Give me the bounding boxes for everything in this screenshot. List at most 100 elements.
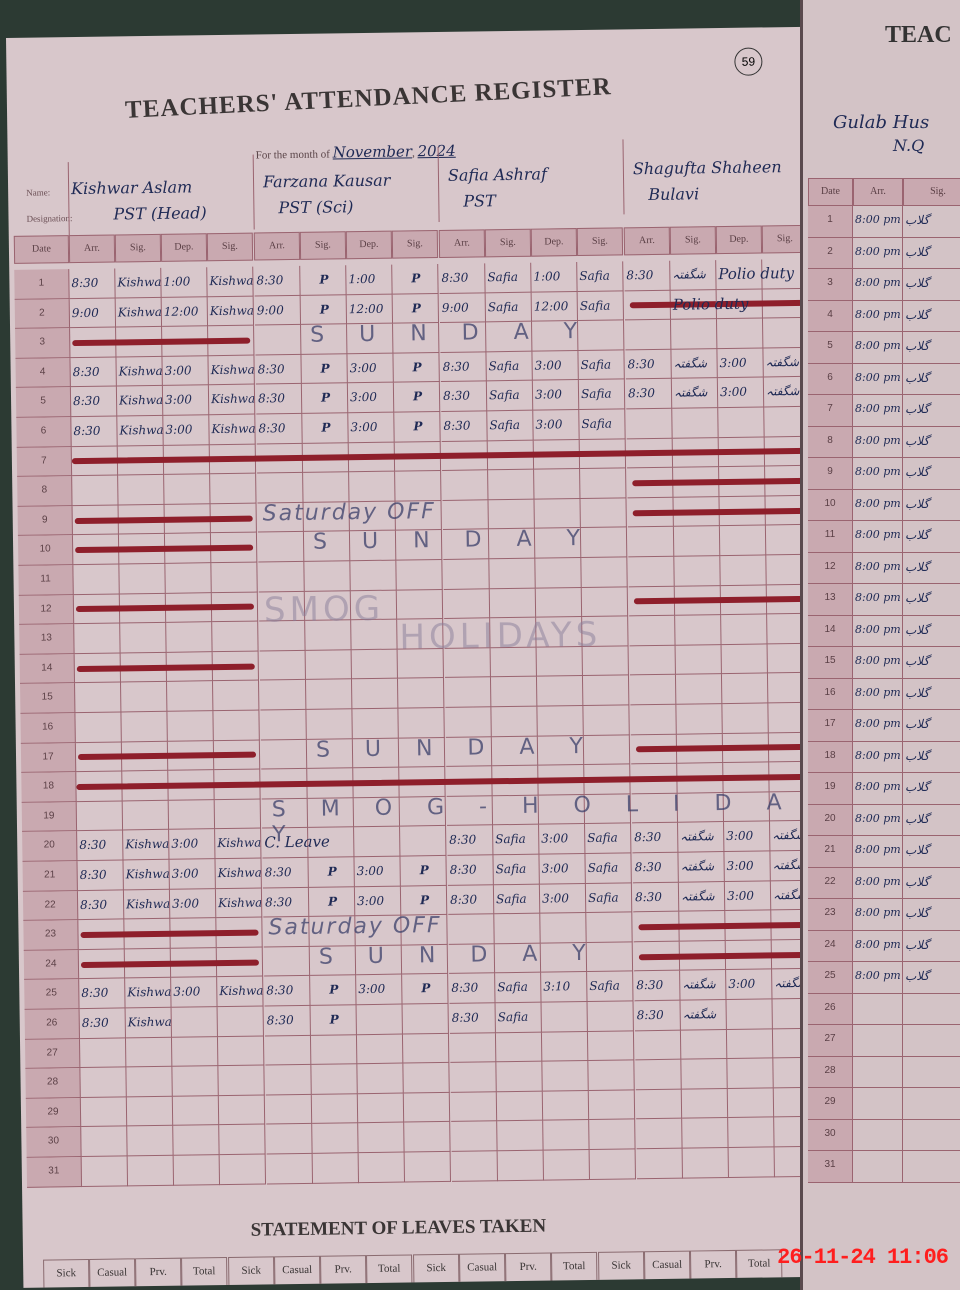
right-signature-cell: گلاب <box>903 521 960 553</box>
attendance-cell: Kishwar <box>207 296 255 327</box>
attendance-cell <box>351 678 399 710</box>
right-date-cell: 25 <box>808 962 853 994</box>
right-arrival-cell: 8:00 pm <box>853 615 903 647</box>
attendance-cell: Safia <box>578 350 625 381</box>
attendance-cell: Safia <box>495 973 542 1004</box>
attendance-cell: Kishwar <box>123 830 170 861</box>
attendance-cell <box>213 710 260 741</box>
attendance-cell <box>674 556 721 587</box>
right-signature-cell: گلاب <box>903 458 960 490</box>
teacher-block-divider <box>67 162 70 238</box>
annotation-text: S M O G - H O L I D A Y <box>271 789 796 848</box>
right-date-cell: 5 <box>808 332 853 364</box>
attendance-cell <box>211 562 258 593</box>
attendance-cell <box>404 1122 451 1153</box>
attendance-cell <box>716 318 764 349</box>
attendance-cell <box>540 913 587 944</box>
attendance-cell <box>722 703 769 734</box>
right-date-cell: 26 <box>808 993 853 1025</box>
attendance-cell <box>444 677 492 708</box>
right-arrival-cell: 8:00 pm <box>853 521 903 553</box>
attendance-cell <box>210 473 257 504</box>
attendance-cell: 8:30 <box>70 386 118 418</box>
attendance-cell: 12:00 <box>161 296 209 328</box>
attendance-cell <box>171 1036 219 1067</box>
attendance-cell <box>172 1095 220 1127</box>
leave-column-header: Casual <box>89 1258 136 1288</box>
column-header: Dep. <box>715 225 763 255</box>
attendance-cell: 3:00 <box>532 380 580 411</box>
attendance-cell <box>489 558 536 589</box>
attendance-cell <box>630 704 677 735</box>
attendance-cell <box>629 615 676 647</box>
attendance-cell <box>720 555 767 586</box>
column-header: Arr. <box>68 234 116 264</box>
attendance-cell: P <box>308 857 355 888</box>
attendance-cell <box>80 1097 128 1128</box>
attendance-cell: 9:00 <box>254 295 302 326</box>
right-date-cell: 27 <box>808 1025 853 1057</box>
attendance-cell <box>445 707 492 738</box>
attendance-cell <box>357 1093 405 1124</box>
attendance-cell: شگفتہ <box>680 970 727 1001</box>
attendance-cell <box>218 1095 266 1126</box>
right-signature-cell: گلاب <box>903 773 960 805</box>
right-arrival-cell <box>853 1088 903 1120</box>
right-signature-cell: گلاب <box>903 616 960 647</box>
attendance-cell: 8:30 <box>440 352 487 383</box>
attendance-cell <box>580 498 627 529</box>
attendance-cell <box>403 1063 450 1094</box>
attendance-cell <box>727 1088 775 1119</box>
column-header: Sig. <box>206 232 254 262</box>
right-signature-cell: گلاب <box>903 427 960 458</box>
annotation-text: Saturday OFF <box>268 913 442 941</box>
attendance-cell: 8:30 <box>625 349 672 380</box>
date-cell: 21 <box>22 861 78 892</box>
attendance-cell <box>581 586 629 618</box>
attendance-cell: 3:00 <box>532 350 579 382</box>
attendance-cell: Safia <box>578 379 626 411</box>
date-cell: 28 <box>25 1068 81 1099</box>
attendance-cell: 3:00 <box>354 856 401 887</box>
attendance-cell: Safia <box>486 381 534 412</box>
date-cell: 23 <box>23 920 79 951</box>
attendance-cell <box>219 1124 266 1156</box>
right-signature-cell: گلاب <box>903 332 960 364</box>
teacher-block-divider <box>252 154 255 230</box>
attendance-cell: 8:30 <box>449 1003 496 1034</box>
date-cell: 31 <box>26 1157 83 1188</box>
annotation-text: S U N D A Y <box>312 526 595 556</box>
right-date-cell: 30 <box>808 1119 853 1151</box>
attendance-cell <box>263 946 311 977</box>
right-signature-cell: گلاب <box>903 742 960 773</box>
attendance-cell: 3:00 <box>347 383 395 414</box>
attendance-cell <box>535 587 583 618</box>
attendance-cell <box>260 680 307 711</box>
attendance-cell: 8:30 <box>262 857 309 889</box>
date-cell: 4 <box>15 357 71 389</box>
right-signature-cell: گلاب <box>903 490 960 521</box>
attendance-cell <box>671 319 718 350</box>
column-header: Sig. <box>391 229 439 259</box>
attendance-cell: 3:00 <box>356 974 403 1006</box>
attendance-cell: P <box>400 855 447 887</box>
attendance-cell: P <box>393 352 440 384</box>
date-cell: 30 <box>26 1127 82 1158</box>
attendance-cell <box>395 471 442 502</box>
date-cell: 19 <box>21 801 78 833</box>
right-arrival-cell: 8:00 pm <box>853 899 903 931</box>
right-date-cell: 14 <box>808 615 853 647</box>
attendance-cell: شگفتہ <box>678 881 726 912</box>
attendance-cell <box>127 1126 174 1157</box>
right-date-cell: 17 <box>808 710 853 742</box>
attendance-cell <box>167 681 214 712</box>
attendance-cell <box>266 1124 313 1155</box>
camera-timestamp: 26-11-24 11:06 <box>777 1245 949 1270</box>
date-cell: 12 <box>18 594 75 626</box>
attendance-cell <box>311 1064 358 1095</box>
attendance-cell <box>357 1063 404 1094</box>
annotation-text: HOLIDAYS <box>399 614 602 658</box>
right-date-cell: 18 <box>808 741 853 773</box>
attendance-cell <box>171 1007 218 1038</box>
attendance-cell <box>255 325 302 356</box>
